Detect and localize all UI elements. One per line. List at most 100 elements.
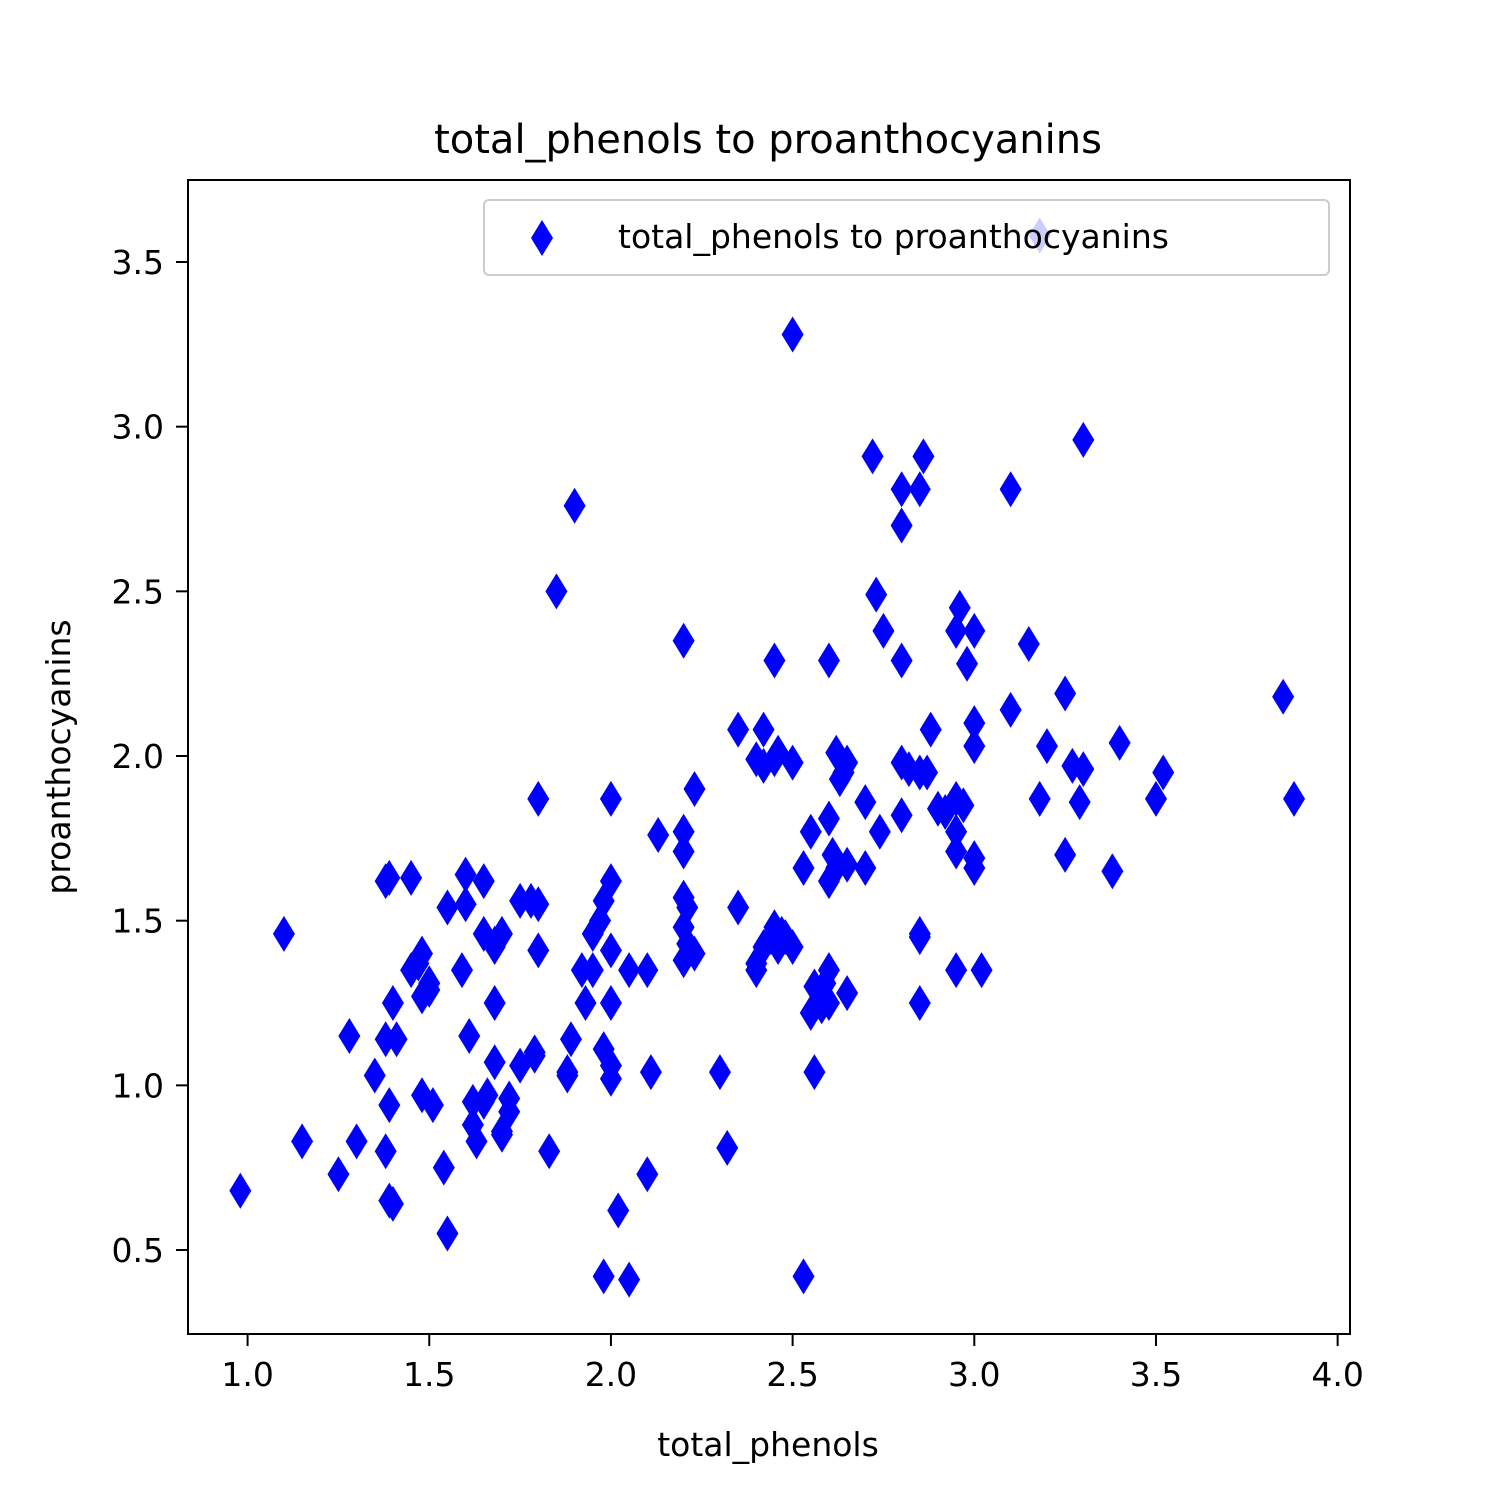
scatter-point [865, 576, 888, 613]
y-tick-label: 2.0 [112, 737, 164, 776]
scatter-point [599, 780, 622, 817]
scatter-point [890, 471, 913, 508]
scatter-point [291, 1123, 314, 1160]
scatter-point [490, 915, 513, 952]
scatter-point [436, 1215, 459, 1252]
scatter-point [854, 849, 877, 886]
scatter-point [1054, 836, 1077, 873]
scatter-point [421, 1087, 444, 1124]
scatter-point [781, 316, 804, 353]
scatter-point [854, 784, 877, 821]
scatter-point [1272, 678, 1295, 715]
scatter-point [708, 1054, 731, 1091]
scatter-point [781, 744, 804, 781]
scatter-point [963, 705, 986, 742]
scatter-point [727, 711, 750, 748]
scatter-point [1072, 751, 1095, 788]
scatter-point [378, 859, 401, 896]
scatter-point [454, 886, 477, 923]
scatter-point [563, 487, 586, 524]
scatter-point [948, 589, 971, 626]
scatter-point [908, 919, 931, 956]
legend-box [483, 199, 1330, 276]
scatter-point [472, 863, 495, 900]
scatter-point [912, 438, 935, 475]
scatter-point [817, 800, 840, 837]
scatter-point [498, 1080, 521, 1117]
x-tick-label: 3.5 [1130, 1355, 1182, 1394]
scatter-point [752, 711, 775, 748]
x-tick-label: 1.5 [403, 1355, 455, 1394]
scatter-point [672, 622, 695, 659]
legend: total_phenols to proanthocyanins [483, 199, 1330, 276]
scatter-point [639, 1054, 662, 1091]
scatter-point [400, 859, 423, 896]
scatter-point [599, 863, 622, 900]
scatter-point [545, 573, 568, 610]
scatter-point [999, 471, 1022, 508]
scatter-point [1144, 780, 1167, 817]
scatter-point [716, 1129, 739, 1166]
scatter-point [836, 846, 859, 883]
scatter-point [432, 1149, 455, 1186]
scatter-point [647, 817, 670, 854]
scatter-point [272, 915, 295, 952]
scatter-point [527, 886, 550, 923]
y-axis: 0.5 1.0 1.5 2.0 2.5 3.0 3.5 [112, 243, 188, 1270]
scatter-point [574, 985, 597, 1022]
scatter-point [381, 1185, 404, 1222]
scatter-point [450, 952, 473, 989]
scatter-point [803, 1054, 826, 1091]
scatter-point [454, 856, 477, 893]
legend-marker-icon [531, 220, 553, 256]
scatter-point [963, 728, 986, 765]
y-tick-label: 3.5 [112, 243, 164, 282]
scatter-point [890, 507, 913, 544]
scatter-point [963, 612, 986, 649]
scatter-point [436, 889, 459, 926]
scatter-point [763, 642, 786, 679]
scatter-point [458, 1017, 481, 1054]
scatter-point [868, 813, 891, 850]
scatter-point [1101, 853, 1124, 890]
scatter-point [538, 1133, 561, 1170]
scatter-point [792, 849, 815, 886]
scatter-point [908, 471, 931, 508]
scatter-point [1028, 780, 1051, 817]
scatter-point [1035, 728, 1058, 765]
x-tick-label: 2.0 [585, 1355, 637, 1394]
scatter-point [683, 935, 706, 972]
scatter-point [676, 889, 699, 926]
scatter-point [916, 754, 939, 791]
scatter-point [945, 952, 968, 989]
x-tick-label: 2.5 [766, 1355, 818, 1394]
scatter-point [945, 833, 968, 870]
scatter-point [559, 1021, 582, 1058]
scatter-point [890, 642, 913, 679]
scatter-point [817, 642, 840, 679]
scatter-point [872, 612, 895, 649]
scatter-point [527, 780, 550, 817]
scatter-point [963, 849, 986, 886]
scatter-point [956, 645, 979, 682]
scatter-point [418, 971, 441, 1008]
scatter-point [483, 1044, 506, 1081]
scatter-point [381, 985, 404, 1022]
scatter-point [672, 833, 695, 870]
data-points [229, 217, 1306, 1298]
scatter-point [363, 1057, 386, 1094]
scatter-point [781, 929, 804, 966]
scatter-point [374, 1133, 397, 1170]
scatter-point [592, 1258, 615, 1295]
x-axis-label: total_phenols [657, 1425, 879, 1464]
scatter-point [229, 1172, 252, 1209]
scatter-point [945, 813, 968, 850]
scatter-point [607, 1192, 630, 1229]
y-tick-label: 1.5 [112, 902, 164, 941]
legend-label: total_phenols to proanthocyanins [618, 217, 1169, 256]
scatter-point [378, 1087, 401, 1124]
x-tick-label: 4.0 [1311, 1355, 1363, 1394]
scatter-point [327, 1156, 350, 1193]
scatter-point [1017, 626, 1040, 663]
